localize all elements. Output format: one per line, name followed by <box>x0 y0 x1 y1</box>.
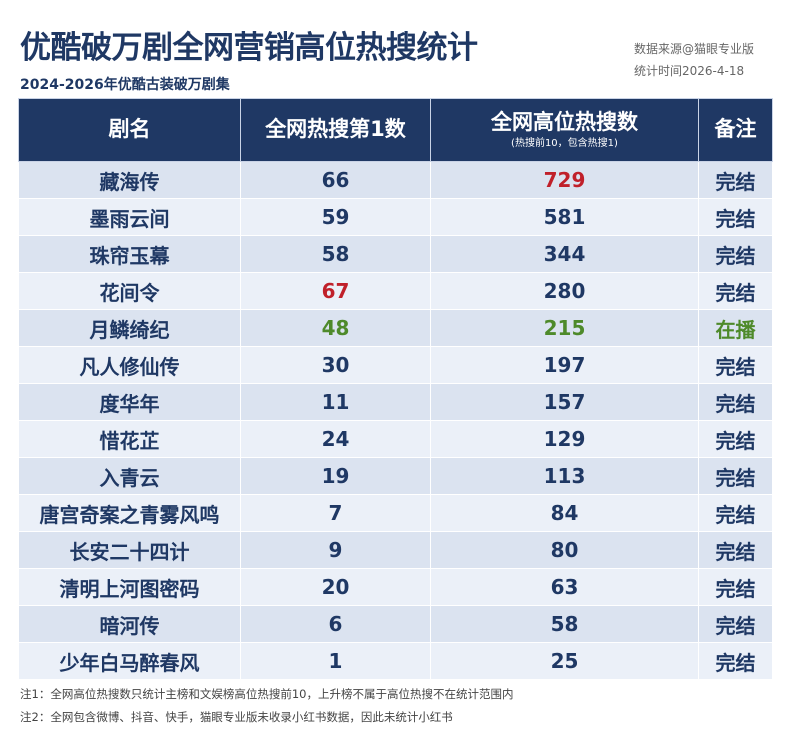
table-row: 藏海传 66 729 完结 <box>18 161 773 199</box>
table-cell: 19 <box>240 457 431 495</box>
header-note: (热搜前10，包含热搜1) <box>511 138 618 150</box>
table-cell: 珠帘玉幕 <box>18 235 241 273</box>
table-cell: 7 <box>240 494 431 532</box>
table-cell: 157 <box>430 383 699 421</box>
table-cell: 花间令 <box>18 272 241 310</box>
table-cell: 完结 <box>698 198 773 236</box>
date: 统计时间2026-4-18 <box>634 64 745 78</box>
table-cell: 长安二十四计 <box>18 531 241 569</box>
table-cell: 48 <box>240 309 431 347</box>
table-cell: 58 <box>240 235 431 273</box>
header-cell: 备注 <box>698 98 773 162</box>
header-text: 全网高位热搜数 <box>491 109 638 134</box>
table-cell: 完结 <box>698 605 773 643</box>
source: 数据来源@猫眼专业版 <box>634 42 755 56</box>
table-cell: 完结 <box>698 568 773 606</box>
table-cell: 在播 <box>698 309 773 347</box>
table-cell: 729 <box>430 161 699 199</box>
table-cell: 完结 <box>698 346 773 384</box>
table-cell: 11 <box>240 383 431 421</box>
table-cell: 25 <box>430 642 699 680</box>
table-cell: 20 <box>240 568 431 606</box>
table-row: 花间令 67 280 完结 <box>18 272 773 310</box>
table-cell: 度华年 <box>18 383 241 421</box>
table-cell: 凡人修仙传 <box>18 346 241 384</box>
header-row: 剧名 全网热搜第1数 全网高位热搜数 (热搜前10，包含热搜1) 备注 <box>18 98 773 162</box>
table-cell: 完结 <box>698 161 773 199</box>
table-row: 珠帘玉幕 58 344 完结 <box>18 235 773 273</box>
title: 优酷破万剧全网营销高位热搜统计 <box>20 30 478 66</box>
table-cell: 清明上河图密码 <box>18 568 241 606</box>
table-cell: 63 <box>430 568 699 606</box>
table-cell: 66 <box>240 161 431 199</box>
table-cell: 完结 <box>698 235 773 273</box>
table-cell: 完结 <box>698 494 773 532</box>
table-body: 藏海传 66 729 完结 墨雨云间 59 581 完结 珠帘玉幕 58 344 完结 花间令 67 280… <box>18 161 773 680</box>
table-row: 惜花芷 24 129 完结 <box>18 420 773 458</box>
table-cell: 215 <box>430 309 699 347</box>
table-cell: 墨雨云间 <box>18 198 241 236</box>
table-cell: 1 <box>240 642 431 680</box>
subtitle: 2024-2026年优酷古装破万剧集 <box>20 77 230 93</box>
table-cell: 30 <box>240 346 431 384</box>
table-cell: 完结 <box>698 531 773 569</box>
note: 注2：全网包含微博、抖音、快手，猫眼专业版未收录小红书数据，因此未统计小红书 <box>20 710 453 724</box>
table-row: 入青云 19 113 完结 <box>18 457 773 495</box>
table-cell: 581 <box>430 198 699 236</box>
table-row: 长安二十四计 9 80 完结 <box>18 531 773 569</box>
table: 剧名 全网热搜第1数 全网高位热搜数 (热搜前10，包含热搜1) 备注 藏海传 66… <box>18 98 773 680</box>
table-row: 月鳞绮纪 48 215 在播 <box>18 309 773 347</box>
table-row: 墨雨云间 59 581 完结 <box>18 198 773 236</box>
table-row: 度华年 11 157 完结 <box>18 383 773 421</box>
table-cell: 藏海传 <box>18 161 241 199</box>
table-cell: 129 <box>430 420 699 458</box>
table-cell: 少年白马醉春风 <box>18 642 241 680</box>
table-cell: 暗河传 <box>18 605 241 643</box>
table-cell: 84 <box>430 494 699 532</box>
table-cell: 58 <box>430 605 699 643</box>
table-cell: 完结 <box>698 457 773 495</box>
table-cell: 67 <box>240 272 431 310</box>
table-cell: 113 <box>430 457 699 495</box>
table-cell: 入青云 <box>18 457 241 495</box>
table-cell: 24 <box>240 420 431 458</box>
table-cell: 6 <box>240 605 431 643</box>
table-cell: 惜花芷 <box>18 420 241 458</box>
table-cell: 完结 <box>698 272 773 310</box>
header-cell: 全网高位热搜数 (热搜前10，包含热搜1) <box>430 98 699 162</box>
table-cell: 280 <box>430 272 699 310</box>
table-cell: 80 <box>430 531 699 569</box>
table-cell: 197 <box>430 346 699 384</box>
table-cell: 344 <box>430 235 699 273</box>
table-row: 凡人修仙传 30 197 完结 <box>18 346 773 384</box>
table-row: 少年白马醉春风 1 25 完结 <box>18 642 773 680</box>
table-cell: 月鳞绮纪 <box>18 309 241 347</box>
table-cell: 完结 <box>698 642 773 680</box>
header-cell: 全网热搜第1数 <box>240 98 431 162</box>
table-row: 暗河传 6 58 完结 <box>18 605 773 643</box>
table-cell: 9 <box>240 531 431 569</box>
header-cell: 剧名 <box>18 98 241 162</box>
table-cell: 59 <box>240 198 431 236</box>
table-row: 唐宫奇案之青雾风鸣 7 84 完结 <box>18 494 773 532</box>
table-cell: 完结 <box>698 420 773 458</box>
table-row: 清明上河图密码 20 63 完结 <box>18 568 773 606</box>
table-cell: 完结 <box>698 383 773 421</box>
note: 注1：全网高位热搜数只统计主榜和文娱榜高位热搜前10，上升榜不属于高位热搜不在统… <box>20 687 514 701</box>
table-cell: 唐宫奇案之青雾风鸣 <box>18 494 241 532</box>
